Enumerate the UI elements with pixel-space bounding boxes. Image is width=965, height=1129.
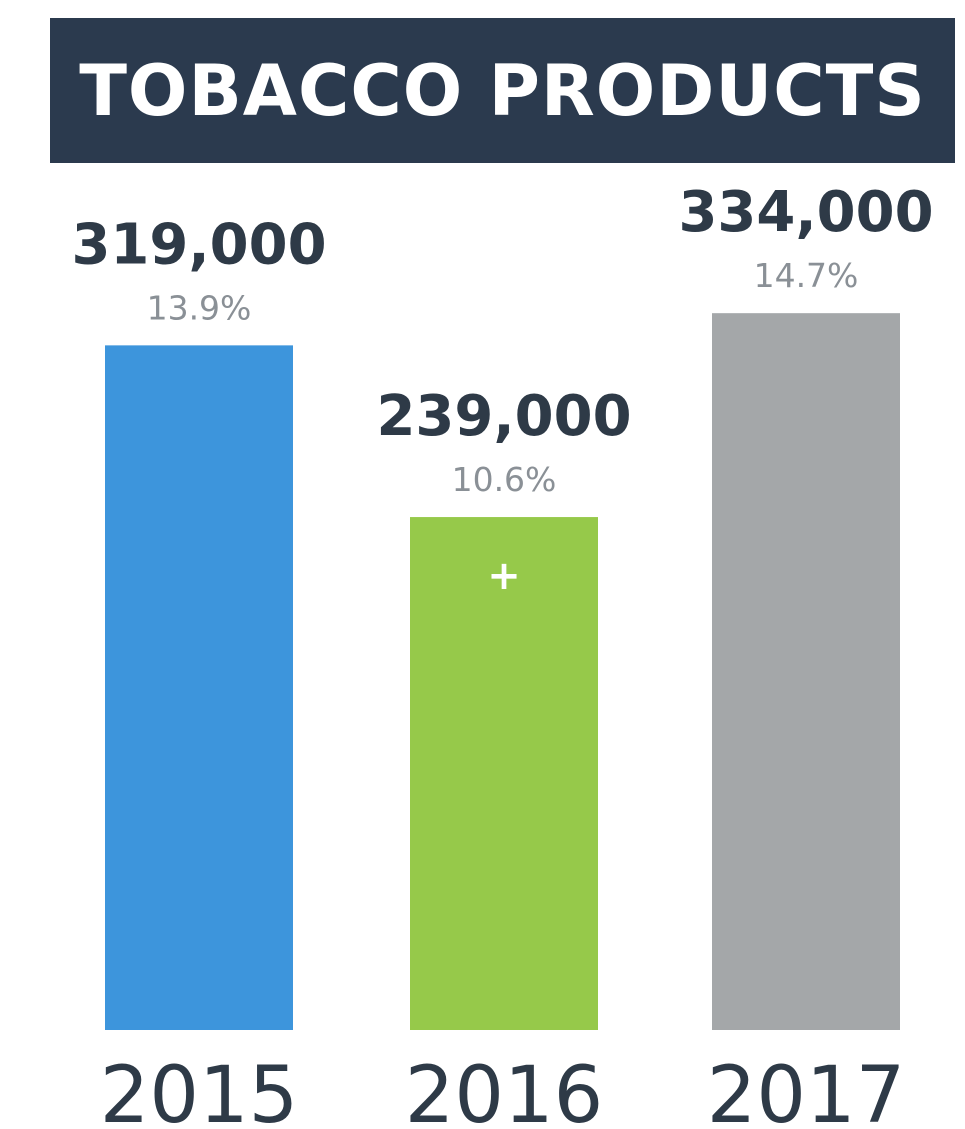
plus-icon: +: [487, 553, 521, 599]
category-label-2016: 2016: [405, 1051, 604, 1129]
chart-title: TOBACCO PRODUCTS: [79, 49, 926, 132]
bar-2016: [410, 517, 598, 1030]
value-label-2015: 319,000: [71, 212, 326, 277]
value-label-2016: 239,000: [376, 384, 631, 449]
value-label-2017: 334,000: [678, 180, 933, 245]
percent-label-2015: 13.9%: [147, 288, 252, 327]
category-label-2017: 2017: [707, 1051, 906, 1129]
chart-title-bar: TOBACCO PRODUCTS: [50, 18, 955, 163]
category-label-2015: 2015: [100, 1051, 299, 1129]
percent-label-2017: 14.7%: [754, 256, 859, 295]
percent-label-2016: 10.6%: [452, 460, 557, 499]
bar-2015: [105, 345, 293, 1031]
bar-2017: [712, 313, 900, 1030]
